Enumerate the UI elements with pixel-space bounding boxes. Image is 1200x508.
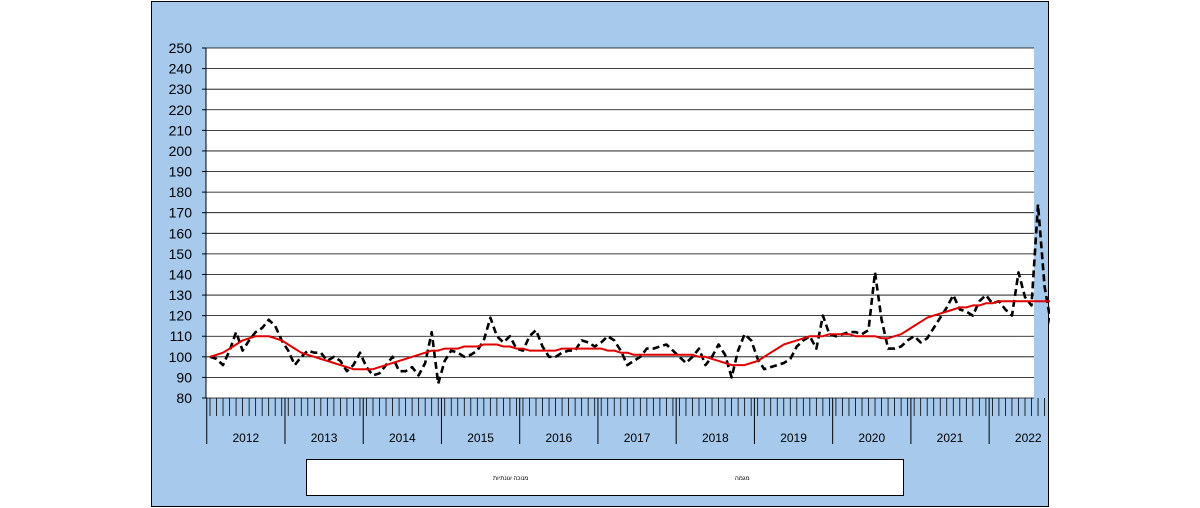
y-tick-label: 200 (169, 143, 193, 159)
x-year-label: 2014 (389, 431, 416, 445)
x-year-label: 2019 (780, 431, 807, 445)
series-trend-line (209, 300, 1050, 371)
y-tick-label: 90 (176, 369, 192, 385)
y-tick-label: 250 (169, 40, 193, 56)
x-year-label: 2016 (545, 431, 572, 445)
line-chart: 80 90 100 110 120 130 140 150 160 170 180 190 200 210… (169, 40, 1050, 445)
x-year-label: 2021 (937, 431, 964, 445)
x-year-label: 2022 (1015, 431, 1042, 445)
series-layer (209, 203, 1050, 385)
chart-area: 80 90 100 110 120 130 140 150 160 170 180 190 200 210… (151, 1, 1050, 507)
x-year-label: 2015 (467, 431, 494, 445)
legend-label-trend: מגמה (735, 476, 750, 482)
y-tick-label: 180 (169, 184, 193, 200)
legend: מנוכה עונתיות מגמה (306, 459, 904, 496)
y-tick-label: 240 (169, 61, 193, 77)
x-year-label: 2012 (233, 431, 260, 445)
y-tick-label: 210 (169, 122, 193, 138)
y-axis: 80 90 100 110 120 130 140 150 160 170 180 190 200 210… (169, 40, 207, 406)
y-tick-label: 220 (169, 102, 193, 118)
y-tick-label: 170 (169, 205, 193, 221)
legend-item-trend: מגמה (693, 473, 750, 485)
y-tick-label: 80 (176, 390, 192, 406)
y-tick-label: 120 (169, 308, 193, 324)
y-tick-label: 140 (169, 266, 193, 282)
x-axis: 2012 2013 2014 2015 2016 2017 2018 2019 2020 2021… (206, 398, 1045, 445)
y-tick-label: 150 (169, 246, 193, 262)
x-year-label: 2018 (702, 431, 729, 445)
x-year-label: 2017 (624, 431, 651, 445)
y-tick-label: 230 (169, 81, 193, 97)
x-year-label: 2020 (858, 431, 885, 445)
y-tick-label: 110 (170, 328, 193, 344)
legend-item-dashed: מנוכה עונתיות (451, 473, 528, 485)
y-tick-label: 100 (169, 349, 193, 365)
y-tick-label: 130 (169, 287, 193, 303)
gridlines (206, 47, 1034, 399)
y-tick-label: 160 (169, 225, 193, 241)
plot-area (206, 48, 1034, 398)
y-tick-label: 190 (169, 164, 193, 180)
x-year-label: 2013 (311, 431, 338, 445)
legend-label-dashed: מנוכה עונתיות (493, 476, 529, 482)
